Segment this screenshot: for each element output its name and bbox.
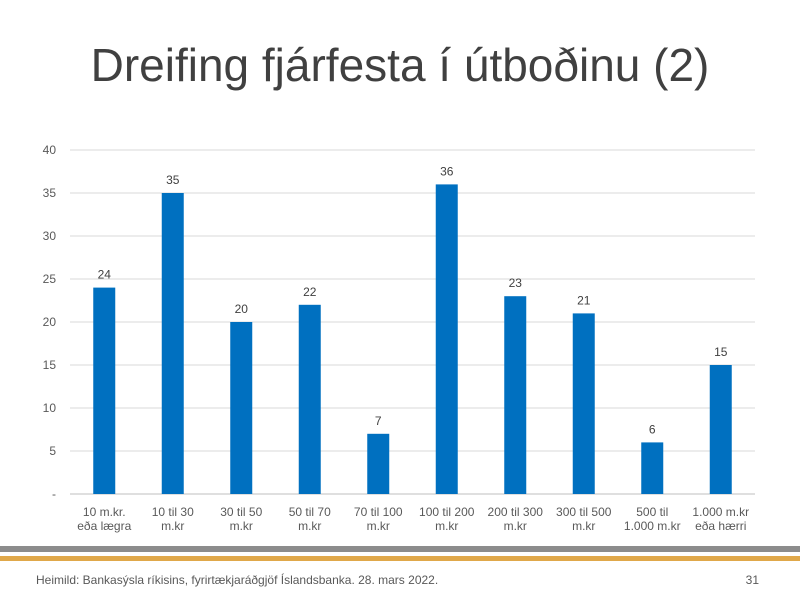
bar xyxy=(93,287,116,494)
bar xyxy=(298,304,321,494)
data-label: 36 xyxy=(440,164,454,178)
bar-chart: - 5 10 15 20 25 30 35 40 24 35 20 22 7 36 23 21 6 15 10 m… xyxy=(43,143,755,533)
y-tick-label: 25 xyxy=(43,272,57,286)
bar xyxy=(641,442,664,494)
bar xyxy=(709,365,732,494)
data-label: 15 xyxy=(714,345,728,359)
y-tick-label: 5 xyxy=(49,444,56,458)
x-tick-label: 50 til 70 m.kr xyxy=(289,505,331,533)
footer-divider-gray xyxy=(0,546,800,552)
x-tick-label-line: m.kr xyxy=(367,519,390,533)
bars xyxy=(93,184,732,494)
bar xyxy=(367,433,390,494)
x-tick-label: 30 til 50 m.kr xyxy=(220,505,262,533)
slide-title: Dreifing fjárfesta í útboðinu (2) xyxy=(90,39,710,91)
data-label: 35 xyxy=(166,173,180,187)
x-tick-label-line: eða lægra xyxy=(77,519,131,533)
y-tick-label: 35 xyxy=(43,186,57,200)
x-tick-label-line: 100 til 200 xyxy=(419,505,475,519)
x-tick-label-line: 200 til 300 xyxy=(488,505,544,519)
x-tick-label: 70 til 100 m.kr xyxy=(354,505,403,533)
x-tick-label-line: m.kr xyxy=(230,519,253,533)
data-labels: 24 35 20 22 7 36 23 21 6 15 xyxy=(98,164,728,436)
x-tick-label-line: 300 til 500 xyxy=(556,505,612,519)
source-note: Heimild: Bankasýsla ríkisins, fyrirtækja… xyxy=(36,573,439,587)
bar xyxy=(161,193,184,494)
y-tick-label: 10 xyxy=(43,401,57,415)
bar xyxy=(435,184,458,494)
x-tick-label-line: m.kr xyxy=(572,519,595,533)
x-tick-label: 1.000 m.kr eða hærri xyxy=(692,505,749,533)
page-number: 31 xyxy=(745,573,759,587)
x-tick-label-line: m.kr xyxy=(504,519,527,533)
y-tick-label: 40 xyxy=(43,143,57,157)
x-tick-label-line: 30 til 50 xyxy=(220,505,262,519)
x-tick-label-line: 10 til 30 xyxy=(152,505,194,519)
x-tick-label-line: eða hærri xyxy=(695,519,746,533)
bar xyxy=(230,322,253,494)
y-tick-label: - xyxy=(52,487,56,501)
y-axis-ticks: - 5 10 15 20 25 30 35 40 xyxy=(43,143,57,501)
data-label: 21 xyxy=(577,293,591,307)
data-label: 6 xyxy=(649,422,656,436)
x-tick-label-line: 50 til 70 xyxy=(289,505,331,519)
x-tick-label: 500 til 1.000 m.kr xyxy=(624,505,681,533)
y-tick-label: 15 xyxy=(43,358,57,372)
bar xyxy=(572,313,595,494)
x-tick-label-line: m.kr xyxy=(161,519,184,533)
x-tick-label-line: 500 til xyxy=(636,505,668,519)
gridlines xyxy=(70,149,755,495)
data-label: 24 xyxy=(98,268,112,282)
data-label: 22 xyxy=(303,285,317,299)
x-tick-label: 10 m.kr. eða lægra xyxy=(77,505,131,533)
x-tick-label: 100 til 200 m.kr xyxy=(419,505,475,533)
x-tick-label-line: 10 m.kr. xyxy=(83,505,126,519)
data-label: 20 xyxy=(235,302,249,316)
footer-divider-gold xyxy=(0,556,800,561)
data-label: 23 xyxy=(509,276,523,290)
x-tick-label-line: 70 til 100 xyxy=(354,505,403,519)
x-tick-label-line: m.kr xyxy=(298,519,321,533)
x-tick-label: 300 til 500 m.kr xyxy=(556,505,612,533)
x-tick-label: 200 til 300 m.kr xyxy=(488,505,544,533)
y-tick-label: 20 xyxy=(43,315,57,329)
data-label: 7 xyxy=(375,414,382,428)
x-tick-label-line: 1.000 m.kr xyxy=(624,519,681,533)
x-tick-label-line: 1.000 m.kr xyxy=(692,505,749,519)
y-tick-label: 30 xyxy=(43,229,57,243)
x-tick-label-line: m.kr xyxy=(435,519,458,533)
bar xyxy=(504,296,527,494)
x-tick-label: 10 til 30 m.kr xyxy=(152,505,194,533)
footer-divider-gap xyxy=(0,552,800,556)
